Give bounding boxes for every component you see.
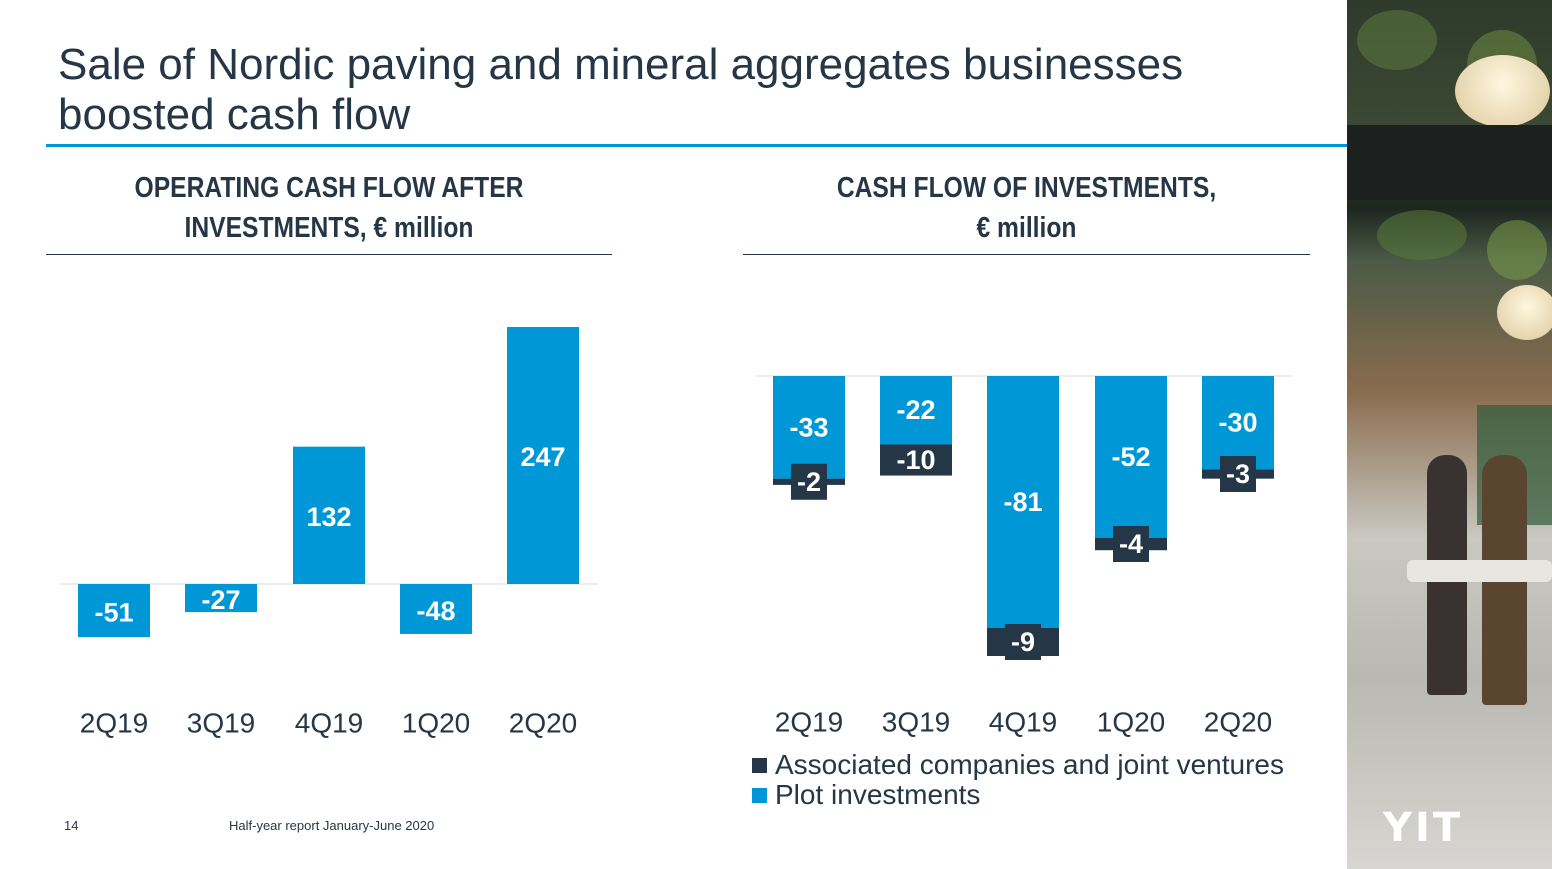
legend-item-associated: Associated companies and joint ventures xyxy=(752,750,1284,780)
chart2-bar-plot-3Q19 xyxy=(880,376,952,445)
legend-swatch-associated xyxy=(752,757,767,773)
chart2-label-box-1Q20 xyxy=(1113,526,1149,562)
chart1-tick-3Q19: 3Q19 xyxy=(187,708,256,739)
chart1-bar-2Q20 xyxy=(507,327,579,584)
chart2-label-box-4Q19 xyxy=(1005,624,1041,660)
chart2-bar-plot-2Q20 xyxy=(1202,376,1274,470)
chart1-bar-1Q20 xyxy=(400,584,472,634)
chart2-bar-plot-4Q19 xyxy=(987,376,1059,628)
chart1-tick-2Q19: 2Q19 xyxy=(80,708,149,739)
yit-logo: YIT xyxy=(1383,805,1464,851)
chart1-bar-3Q19 xyxy=(185,584,257,613)
chart2-title-line1: CASH FLOW OF INVESTMENTS, xyxy=(836,172,1217,204)
chart2-label-plot-4Q19: -81 xyxy=(1003,487,1042,517)
chart2-bar-plot-2Q19 xyxy=(773,376,845,479)
footer-text: Half-year report January-June 2020 xyxy=(229,818,435,833)
chart2-title-line2: € million xyxy=(976,212,1077,244)
chart2-bar-associated-3Q19 xyxy=(880,444,952,476)
chart2-tick-3Q19: 3Q19 xyxy=(882,707,951,738)
chart1-label-2Q20: 247 xyxy=(520,442,565,472)
chart1-bar-4Q19 xyxy=(293,446,365,584)
page-number: 14 xyxy=(64,818,79,833)
chart1-title: OPERATING CASH FLOW AFTER INVESTMENTS, €… xyxy=(88,168,569,248)
legend-item-plot: Plot investments xyxy=(752,780,1284,810)
chart1-title-divider xyxy=(46,254,612,255)
legend-swatch-plot xyxy=(752,787,767,803)
chart2-label-associated-1Q20: -4 xyxy=(1119,529,1143,559)
legend-label-plot: Plot investments xyxy=(775,779,981,810)
chart2-legend: Associated companies and joint ventures … xyxy=(752,750,1284,810)
title-divider xyxy=(46,144,1508,147)
chart2-bar-plot-1Q20 xyxy=(1095,376,1167,538)
chart2-tick-2Q20: 2Q20 xyxy=(1204,707,1273,738)
chart2-label-plot-3Q19: -22 xyxy=(896,395,935,425)
chart2-title: CASH FLOW OF INVESTMENTS, € million xyxy=(786,168,1268,248)
chart2-label-associated-2Q20: -3 xyxy=(1226,459,1250,489)
slide-title: Sale of Nordic paving and mineral aggreg… xyxy=(58,40,1184,139)
chart1-title-line2: INVESTMENTS, € million xyxy=(184,212,474,244)
chart2-tick-1Q20: 1Q20 xyxy=(1097,707,1166,738)
chart1-label-4Q19: 132 xyxy=(306,502,351,532)
legend-label-associated: Associated companies and joint ventures xyxy=(775,749,1284,780)
chart1-tick-1Q20: 1Q20 xyxy=(402,708,471,739)
chart2-tick-4Q19: 4Q19 xyxy=(989,707,1058,738)
chart2-label-box-2Q19 xyxy=(791,463,827,500)
chart1-bar-2Q19 xyxy=(78,584,150,638)
chart1-tick-4Q19: 4Q19 xyxy=(295,708,364,739)
chart1-tick-2Q20: 2Q20 xyxy=(509,708,578,739)
chart2-label-box-2Q20 xyxy=(1220,456,1256,492)
chart1-label-1Q20: -48 xyxy=(416,596,455,626)
chart1-label-2Q19: -51 xyxy=(94,598,133,628)
office-photo xyxy=(1347,0,1552,869)
chart2-label-associated-4Q19: -9 xyxy=(1011,627,1035,657)
chart1-label-3Q19: -27 xyxy=(201,585,240,615)
chart2-title-divider xyxy=(743,254,1310,255)
chart1-title-line1: OPERATING CASH FLOW AFTER xyxy=(134,172,524,204)
chart2-label-plot-2Q19: -33 xyxy=(789,412,828,442)
charts-canvas: -51 2Q19 -27 3Q19 132 4Q19 -48 1Q20 247 2Q20 -33 -2… xyxy=(60,327,1292,739)
chart2-label-associated-3Q19: -10 xyxy=(896,445,935,475)
chart2-label-plot-1Q20: -52 xyxy=(1111,442,1150,472)
chart2-label-plot-2Q20: -30 xyxy=(1218,408,1257,438)
chart2-label-associated-2Q19: -2 xyxy=(797,467,821,497)
chart2-tick-2Q19: 2Q19 xyxy=(775,707,844,738)
